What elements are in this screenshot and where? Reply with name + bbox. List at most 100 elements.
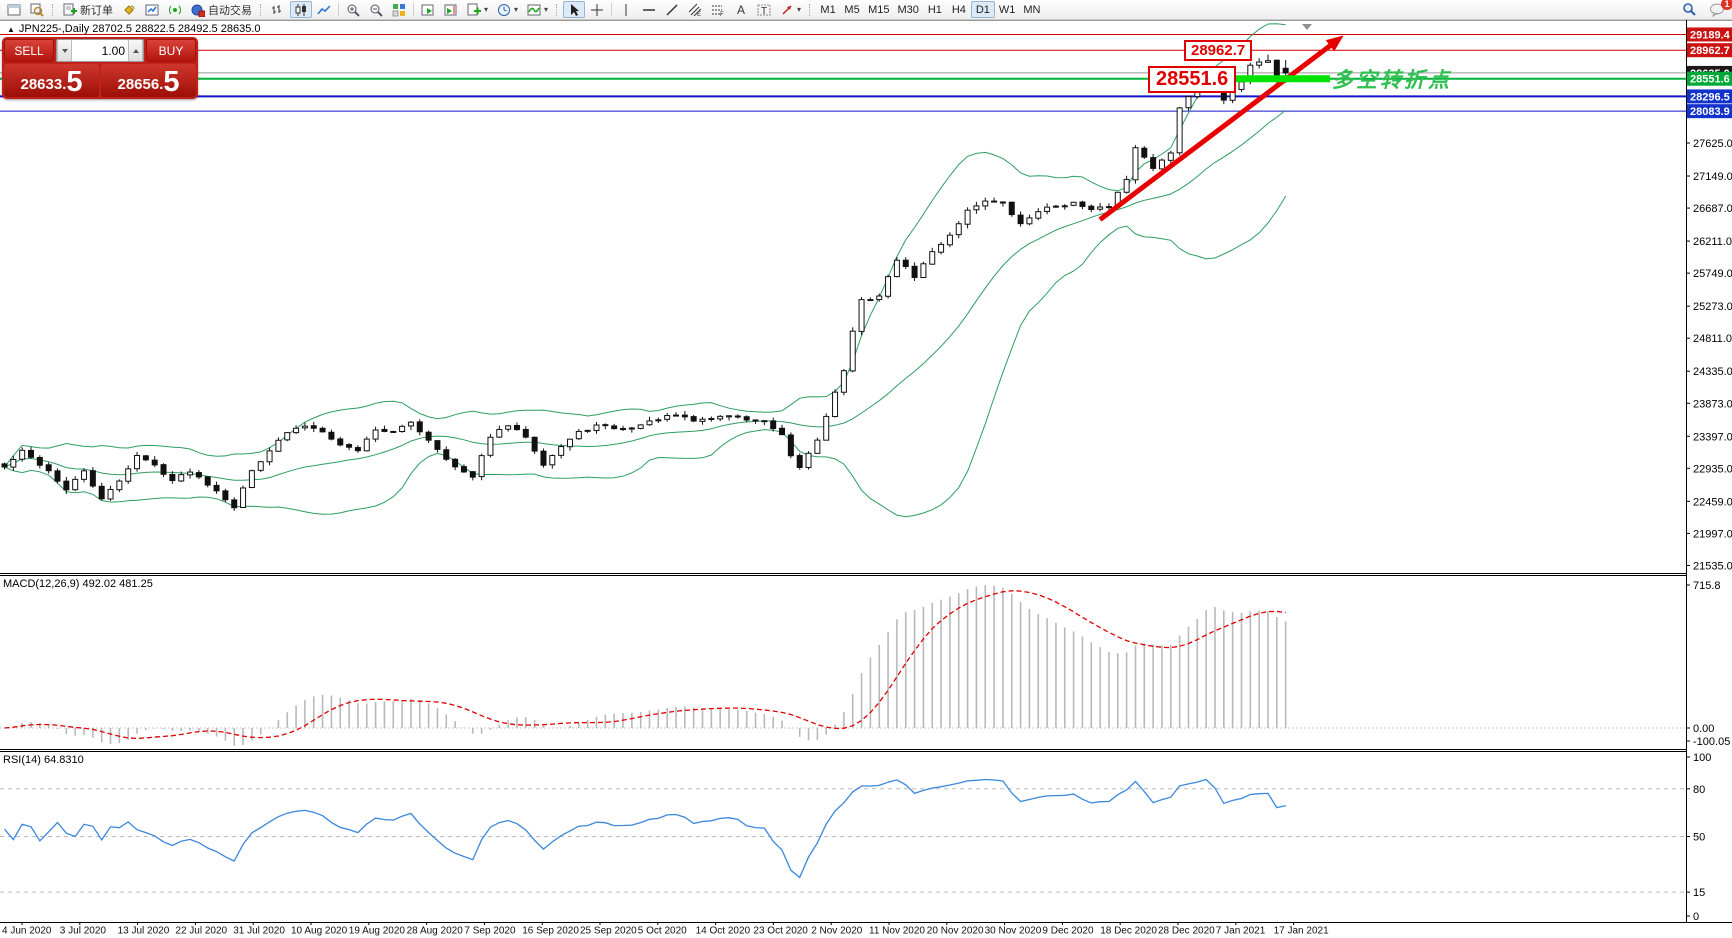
candle: [381, 428, 388, 432]
toolbar-drag-handle[interactable]: [556, 3, 559, 16]
candle: [337, 438, 344, 446]
rsi-pane[interactable]: [0, 778, 1686, 893]
bar-chart-mode-icon[interactable]: [267, 1, 289, 18]
candle: [1070, 201, 1077, 206]
candle: [540, 450, 547, 466]
autotrade-button[interactable]: 自动交易: [187, 1, 256, 18]
date-label: 14 Oct 2020: [696, 926, 751, 937]
new-order-button[interactable]: 新订单: [59, 1, 117, 18]
toolbar-separator: [338, 3, 339, 16]
candle: [240, 487, 247, 509]
candle: [36, 456, 43, 466]
candle: [1256, 61, 1263, 66]
toolbar-drag-handle[interactable]: [809, 3, 812, 16]
price-axis-tick: 22935.0: [1693, 463, 1732, 475]
timeframe-button-w1[interactable]: W1: [998, 3, 1016, 16]
buy-price-main: 28656.: [117, 76, 164, 93]
timeframe-button-d1[interactable]: D1: [970, 1, 995, 18]
candle: [1105, 206, 1112, 209]
crosshair-tool-icon[interactable]: [586, 1, 608, 18]
date-label: 10 Aug 2020: [291, 926, 348, 937]
new-window-icon[interactable]: [141, 1, 163, 18]
data-window-icon[interactable]: [26, 1, 48, 18]
indicators-dropdown[interactable]: ▾: [523, 1, 552, 18]
notifications-icon[interactable]: 1: [1705, 0, 1732, 18]
search-icon[interactable]: [1678, 1, 1701, 18]
candle: [779, 427, 786, 436]
volume-decrease-button[interactable]: [57, 40, 72, 61]
timeframe-button-mn[interactable]: MN: [1023, 3, 1041, 16]
price-axis-tick: 26687.0: [1693, 203, 1732, 215]
time-axis[interactable]: 4 Jun 2020 3 Jul 2020 13 Jul 2020 22 Jul 20…: [2, 922, 1329, 937]
candle: [257, 461, 264, 471]
main-price-pane[interactable]: [0, 23, 1686, 518]
zoom-in-icon[interactable]: [342, 1, 364, 18]
candle: [885, 276, 892, 297]
timeframe-button-h1[interactable]: H1: [927, 3, 942, 16]
volume-control: [56, 39, 144, 62]
turning-point-note[interactable]: 多空转折点: [1332, 69, 1452, 92]
candle: [637, 424, 644, 429]
arrows-tool-dropdown[interactable]: ▾: [776, 1, 805, 18]
candle: [584, 429, 591, 432]
candle: [920, 263, 927, 279]
sell-price[interactable]: 28633. 5: [4, 64, 99, 97]
price-chip: [1687, 89, 1732, 104]
macd-pane[interactable]: [0, 585, 1686, 746]
text-label-tool-icon[interactable]: T: [753, 1, 775, 18]
buy-button[interactable]: BUY: [146, 39, 196, 62]
timeframe-button-m30[interactable]: M30: [897, 3, 919, 16]
candle: [407, 421, 414, 427]
candle: [469, 471, 476, 478]
signal-icon[interactable]: [164, 1, 186, 18]
candlestick-mode-icon[interactable]: [290, 1, 312, 18]
resistance-annotation[interactable]: 28962.7: [1184, 40, 1253, 61]
price-axis[interactable]: 715.8 0.00-100.05 100 80 50 15 0 27625.0 27149.0…: [1686, 27, 1732, 923]
timeframe-button-h4[interactable]: H4: [951, 3, 966, 16]
trendline-tool-icon[interactable]: [661, 1, 683, 18]
candle: [98, 485, 105, 500]
svg-text:A: A: [737, 3, 745, 17]
new-chart-dropdown[interactable]: ▾: [463, 1, 492, 18]
candle: [328, 431, 335, 440]
cursor-tool-icon[interactable]: [563, 1, 586, 18]
chart-shift-marker[interactable]: [1302, 24, 1312, 30]
candle: [1150, 157, 1157, 169]
bollinger-middle-band: [4, 110, 1287, 481]
period-clock-icon[interactable]: ▾: [493, 1, 522, 18]
timeframe-button-m1[interactable]: M1: [820, 3, 836, 16]
candle: [478, 455, 485, 478]
equidistant-channel-tool-icon[interactable]: E: [684, 1, 706, 18]
candle: [116, 480, 123, 491]
timeframe-button-m15[interactable]: M15: [868, 3, 890, 16]
support-annotation[interactable]: 28551.6: [1148, 66, 1237, 93]
volume-input[interactable]: [72, 40, 128, 61]
toolbar-drag-handle[interactable]: [52, 3, 55, 16]
candle: [1, 463, 8, 468]
candle: [213, 484, 220, 492]
trend-arrow[interactable]: [1098, 40, 1336, 222]
buy-price[interactable]: 28656. 5: [101, 64, 196, 97]
candle: [125, 468, 132, 482]
auto-scroll-icon[interactable]: [417, 1, 439, 18]
fibonacci-tool-icon[interactable]: F: [707, 1, 729, 18]
sell-button[interactable]: SELL: [4, 39, 54, 62]
text-tool-icon[interactable]: A: [730, 1, 752, 18]
zoom-out-icon[interactable]: [365, 1, 387, 18]
candle: [142, 455, 149, 461]
chart-shift-icon[interactable]: [440, 1, 462, 18]
chart-window-icon[interactable]: [3, 1, 25, 18]
horizontal-line-tool-icon[interactable]: [638, 1, 660, 18]
line-chart-mode-icon[interactable]: [313, 1, 335, 18]
toolbar-drag-handle[interactable]: [260, 3, 263, 16]
timeframe-button-m5[interactable]: M5: [844, 3, 860, 16]
candle: [699, 418, 706, 422]
styles-bucket-icon[interactable]: [118, 1, 140, 18]
tile-windows-icon[interactable]: [388, 1, 410, 18]
candle: [195, 472, 202, 478]
rsi-axis-tick: 15: [1693, 887, 1705, 899]
volume-increase-button[interactable]: [128, 40, 143, 61]
candle: [867, 299, 874, 302]
vertical-line-tool-icon[interactable]: [615, 1, 637, 18]
